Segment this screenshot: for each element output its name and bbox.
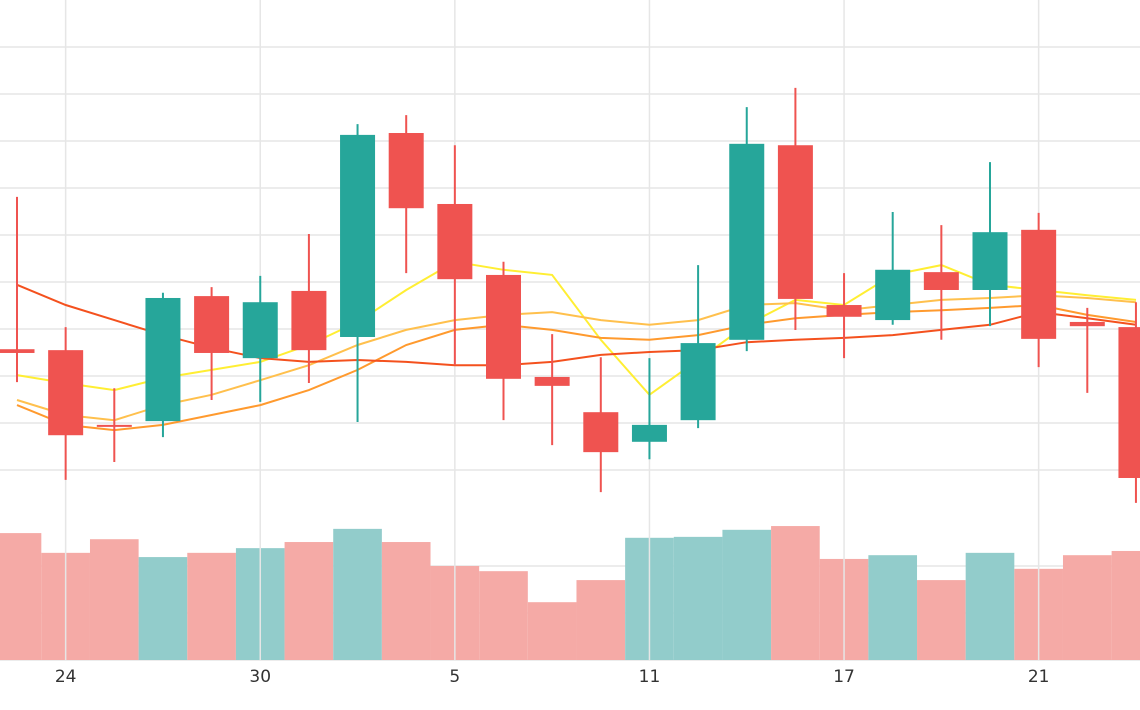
candle-body	[534, 376, 570, 386]
volume-bar	[576, 580, 626, 660]
volume-bar	[965, 552, 1015, 660]
ma-line	[16, 303, 1137, 432]
candle-body	[340, 134, 376, 337]
candle-body	[291, 290, 327, 351]
candle-body	[923, 272, 959, 290]
volume-bar	[479, 571, 528, 660]
candle-body	[631, 424, 667, 442]
candle-body	[680, 343, 716, 421]
candle-body	[826, 305, 862, 317]
candle-body	[0, 349, 35, 353]
x-tick-label: 30	[249, 667, 271, 687]
candle-body	[486, 274, 521, 379]
candle-body	[972, 232, 1008, 290]
volume-bar	[868, 555, 918, 660]
x-tick-label: 24	[55, 667, 77, 687]
volume-bar	[1111, 550, 1140, 660]
ma-line	[16, 294, 1137, 422]
candle-body	[48, 350, 84, 436]
ma-line	[16, 283, 1137, 367]
volume-bar	[284, 542, 334, 660]
volume-bar	[89, 539, 139, 660]
volume-bar	[0, 533, 42, 660]
x-tick-label: 5	[449, 667, 460, 687]
ma-line	[16, 260, 1137, 397]
volume-bar	[187, 552, 236, 660]
volume-bar	[527, 602, 577, 660]
candle-body	[242, 302, 278, 359]
candle-body	[437, 203, 473, 280]
x-tick-label: 17	[833, 667, 855, 687]
volume-bar	[673, 536, 723, 660]
volume-bar	[138, 557, 188, 660]
volume-bar	[1062, 555, 1112, 660]
candle-body	[583, 412, 619, 453]
volume-bar	[771, 526, 820, 660]
candle-body	[96, 424, 132, 427]
volume-bar	[381, 542, 431, 660]
candle-body	[729, 143, 765, 340]
candle-body	[194, 296, 230, 353]
volume-bar	[722, 529, 772, 660]
candle-body	[1118, 327, 1140, 478]
volume-bar	[917, 580, 966, 660]
volume-bar	[333, 528, 382, 660]
candle-body	[777, 145, 813, 299]
candle-body	[145, 297, 181, 422]
x-tick-label: 21	[1028, 667, 1050, 687]
candle-body	[1069, 321, 1105, 327]
candle-body	[1021, 229, 1057, 339]
candle-body	[388, 133, 424, 209]
x-tick-label: 11	[639, 667, 661, 687]
candle-body	[875, 269, 911, 321]
